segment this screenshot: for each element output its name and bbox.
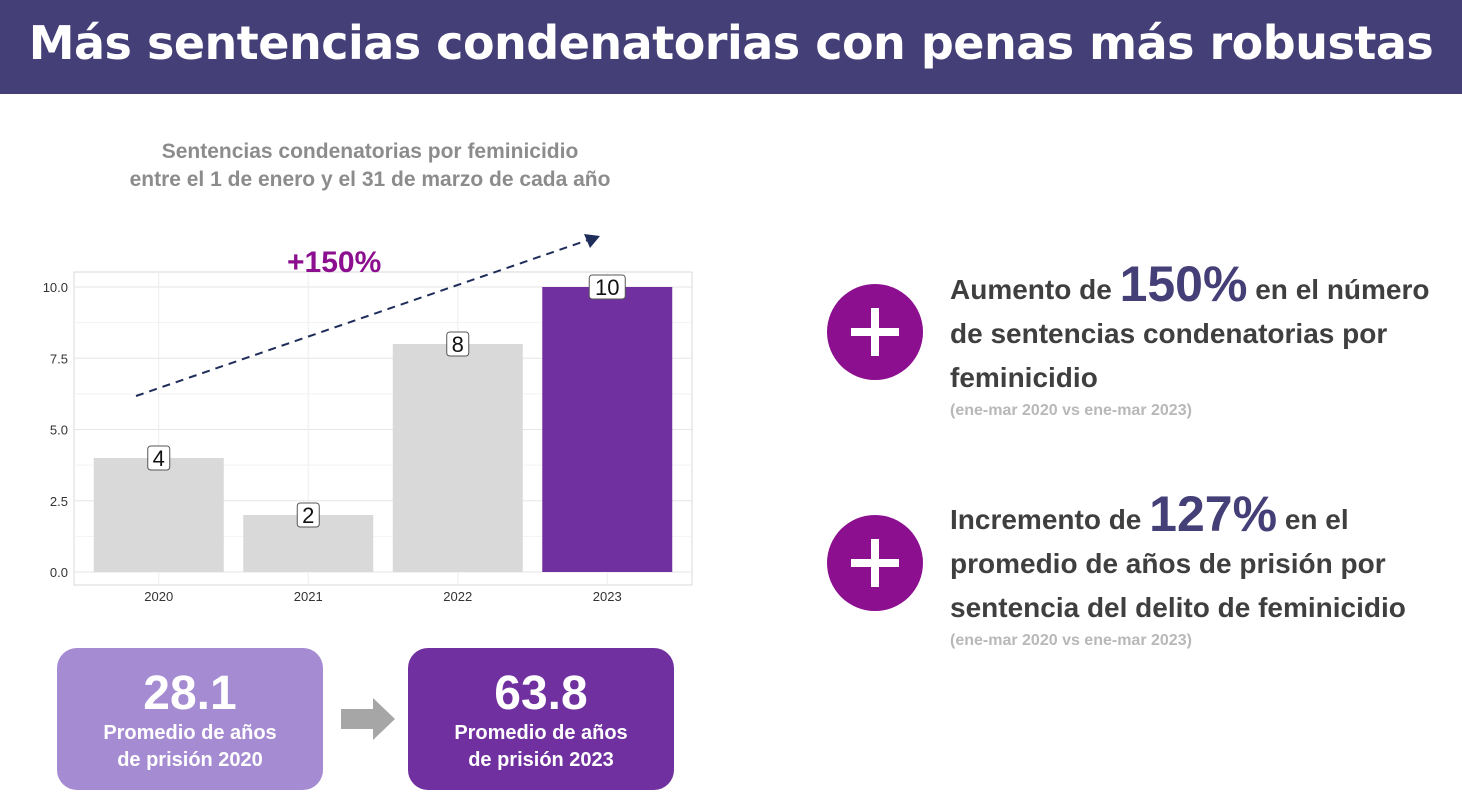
x-tick-label: 2021 bbox=[294, 589, 323, 604]
data-label: 4 bbox=[153, 446, 165, 471]
plus-icon bbox=[827, 515, 923, 611]
chart-title-line2: entre el 1 de enero y el 31 de marzo de … bbox=[60, 166, 680, 194]
fact-sentences-note: (ene-mar 2020 vs ene-mar 2023) bbox=[950, 400, 1462, 422]
plus-icon bbox=[827, 284, 923, 380]
y-tick-label: 5.0 bbox=[50, 423, 68, 438]
stat-caption-2020-line1: Promedio de años bbox=[57, 720, 323, 747]
page-title: Más sentencias condenatorias con penas m… bbox=[0, 0, 1462, 86]
fact-prison-post: en el bbox=[1277, 504, 1349, 535]
y-tick-label: 0.0 bbox=[50, 565, 68, 580]
data-label: 8 bbox=[452, 332, 464, 357]
fact-prison-pre: Incremento de bbox=[950, 504, 1149, 535]
y-tick-label: 2.5 bbox=[50, 494, 68, 509]
stat-box-2020: 28.1 Promedio de años de prisión 2020 bbox=[57, 648, 323, 790]
growth-label: +150% bbox=[287, 246, 381, 280]
data-label: 10 bbox=[595, 275, 619, 300]
stat-value-2020: 28.1 bbox=[57, 668, 323, 720]
bar bbox=[542, 287, 672, 572]
arrow-right-icon bbox=[341, 698, 395, 742]
fact-prison-big: 127% bbox=[1149, 486, 1277, 542]
bar bbox=[393, 344, 523, 572]
data-label: 2 bbox=[302, 503, 314, 528]
bar-chart: 0.0 2.5 5.0 7.5 10.0 4 2020 2 2021 8 2022 10 2023 bbox=[0, 220, 710, 620]
stat-caption-2023-line1: Promedio de años bbox=[408, 720, 674, 747]
fact-sentences-line2: de sentencias condenatorias por bbox=[950, 312, 1462, 356]
stat-caption-2023-line2: de prisión 2023 bbox=[408, 747, 674, 774]
fact-sentences: Aumento de 150% en el número de sentenci… bbox=[950, 262, 1462, 422]
fact-sentences-post: en el número bbox=[1247, 274, 1429, 305]
x-tick-label: 2023 bbox=[593, 589, 622, 604]
x-tick-label: 2020 bbox=[144, 589, 173, 604]
fact-prison-line2: promedio de años de prisión por bbox=[950, 542, 1462, 586]
x-tick-label: 2022 bbox=[443, 589, 472, 604]
stat-value-2023: 63.8 bbox=[408, 668, 674, 720]
y-tick-label: 7.5 bbox=[50, 351, 68, 366]
stat-box-2023: 63.8 Promedio de años de prisión 2023 bbox=[408, 648, 674, 790]
bar bbox=[94, 458, 224, 572]
chart-title: Sentencias condenatorias por feminicidio… bbox=[60, 138, 680, 194]
fact-prison-years: Incremento de 127% en el promedio de año… bbox=[950, 492, 1462, 652]
fact-sentences-pre: Aumento de bbox=[950, 274, 1120, 305]
fact-sentences-big: 150% bbox=[1120, 256, 1248, 312]
fact-prison-note: (ene-mar 2020 vs ene-mar 2023) bbox=[950, 630, 1462, 652]
y-tick-label: 10.0 bbox=[43, 280, 68, 295]
stat-caption-2020-line2: de prisión 2020 bbox=[57, 747, 323, 774]
chart-title-line1: Sentencias condenatorias por feminicidio bbox=[60, 138, 680, 166]
fact-prison-line3: sentencia del delito de feminicidio bbox=[950, 586, 1462, 630]
fact-sentences-line3: feminicidio bbox=[950, 356, 1462, 400]
